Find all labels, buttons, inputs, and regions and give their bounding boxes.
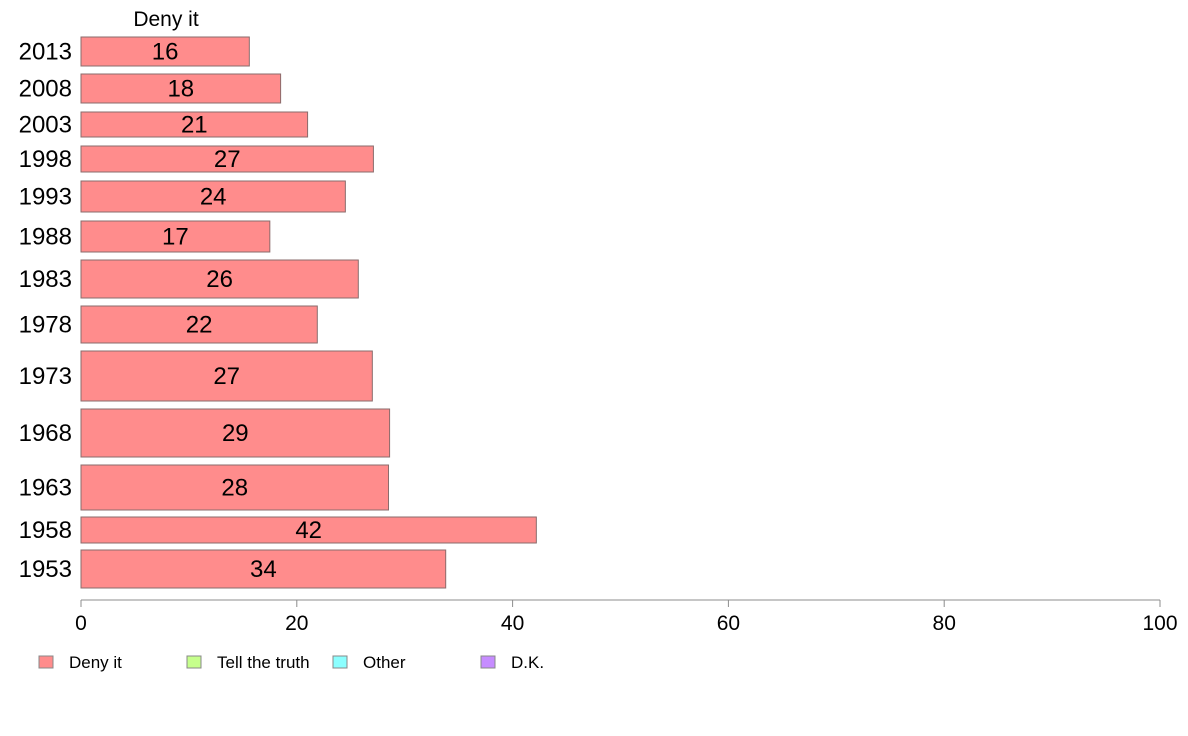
bar [80,220,271,253]
bar-value-label: 17 [162,224,189,251]
x-tick-label: 100 [1142,612,1177,635]
x-tick-label: 60 [717,612,740,635]
bar-value-label: 27 [213,363,240,390]
bar-value-label: 18 [167,76,194,103]
legend-label: Deny it [69,653,122,672]
bar [80,36,250,67]
bar-value-label: 28 [221,475,248,502]
bar [80,408,391,458]
y-tick-label: 2003 [19,112,72,139]
bar [80,350,373,402]
legend: Deny it Tell the truth Other D.K. [38,653,544,672]
bar [80,305,318,344]
bar [80,259,359,299]
bar-value-label: 21 [181,112,208,139]
column-header: Deny it [133,8,199,31]
y-tick-label: 1978 [19,312,72,339]
x-axis: 0 20 40 60 80 100 [75,599,1178,635]
bar-value-label: 34 [250,556,277,583]
y-tick-label: 1973 [19,363,72,390]
y-tick-label: 1968 [19,420,72,447]
y-tick-label: 2013 [19,39,72,66]
legend-swatch [480,655,496,669]
legend-label: Other [363,653,406,672]
bar [80,516,537,544]
bar-value-label: 16 [152,39,179,66]
y-tick-labels: 2013 2008 2003 1998 1993 1988 1983 1978 1973 1968… [19,39,72,584]
bar-value-label: 26 [206,266,233,293]
legend-swatch [332,655,348,669]
y-tick-label: 1958 [19,517,72,544]
x-tick-label: 20 [285,612,308,635]
bar [80,549,447,589]
y-tick-label: 1998 [19,146,72,173]
y-tick-label: 1993 [19,184,72,211]
bar-value-label: 27 [214,146,241,173]
bar-value-label: 29 [222,420,249,447]
legend-label: D.K. [511,653,544,672]
y-tick-label: 1953 [19,556,72,583]
bar-value-label: 42 [295,517,322,544]
legend-swatch [186,655,202,669]
y-tick-label: 1963 [19,475,72,502]
x-tick-label: 40 [501,612,524,635]
bar-value-label: 22 [186,312,213,339]
bar [80,180,346,213]
y-tick-label: 1988 [19,224,72,251]
bar [80,145,374,173]
legend-label: Tell the truth [217,653,310,672]
legend-swatch [38,655,54,669]
bar [80,111,309,138]
y-tick-label: 2008 [19,76,72,103]
bar-value-label: 24 [200,184,227,211]
bar [80,464,390,511]
x-tick-label: 80 [933,612,956,635]
x-tick-label: 0 [75,612,87,635]
bar [80,73,282,104]
y-tick-label: 1983 [19,266,72,293]
